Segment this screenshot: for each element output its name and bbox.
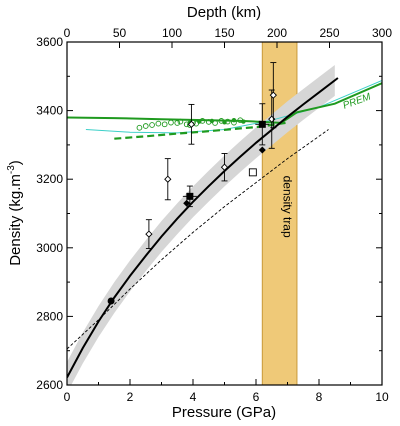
green-open-circle-point xyxy=(174,120,181,126)
open-diamond-point xyxy=(269,91,277,99)
y-tick-label: 2800 xyxy=(36,309,63,323)
green-open-circle-point xyxy=(161,121,168,128)
x2-tick-label: 250 xyxy=(319,26,339,40)
x2-tick-label: 50 xyxy=(113,26,127,40)
green-filled-point xyxy=(241,119,246,124)
x-tick-label: 2 xyxy=(127,390,134,404)
y-tick-label: 3600 xyxy=(36,35,63,49)
filled-diamond-point xyxy=(183,199,191,207)
x-tick-label: 8 xyxy=(316,390,323,404)
x2-axis-title: Depth (km) xyxy=(187,4,261,21)
x-axis-title: Pressure (GPa) xyxy=(172,404,276,421)
y-tick-label: 3000 xyxy=(36,241,63,255)
x-tick-label: 10 xyxy=(375,390,389,404)
green-open-circle-point xyxy=(168,119,174,126)
green-open-circle-point xyxy=(155,120,162,127)
plot-area xyxy=(67,62,382,385)
open-square-point xyxy=(248,168,257,177)
x-tick-label: 4 xyxy=(190,390,197,404)
open-diamond-point xyxy=(220,163,229,171)
density-trap-label: density trap xyxy=(281,176,295,238)
y-axis-title-sup: -3 xyxy=(6,165,17,174)
y-axis-title-main: Density (kg.m xyxy=(7,174,24,266)
axis-ticks: 0 2 4 6 8 100 50 100 150 200 250 300260028003000320… xyxy=(36,26,392,404)
y-axis-title-close: ) xyxy=(7,160,24,165)
y-axis-title: Density (kg.m-3) xyxy=(6,160,24,266)
x-tick-label: 6 xyxy=(253,390,260,404)
green-dashed-line xyxy=(114,121,288,140)
dashed-fit-line xyxy=(67,129,329,350)
green-open-circle-point xyxy=(177,118,184,125)
green-filled-point xyxy=(197,119,202,124)
x2-tick-label: 0 xyxy=(64,26,71,40)
x2-tick-label: 300 xyxy=(372,26,392,40)
open-diamond-point xyxy=(145,230,153,238)
green-open-circle-point xyxy=(142,123,149,129)
x-tick-label: 0 xyxy=(64,390,71,404)
green-open-circle-point xyxy=(149,122,155,128)
filled-diamond-point xyxy=(258,146,266,154)
x2-tick-label: 200 xyxy=(267,26,287,40)
open-diamond-point xyxy=(187,120,196,128)
x2-tick-label: 150 xyxy=(214,26,234,40)
uncertainty-band xyxy=(67,65,335,385)
filled-square-point xyxy=(186,192,194,200)
open-diamond-point xyxy=(164,175,172,183)
x2-tick-label: 100 xyxy=(162,26,182,40)
green-filled-point xyxy=(209,118,215,124)
y-tick-label: 3200 xyxy=(36,172,63,186)
black-circle-point xyxy=(107,297,115,305)
y-tick-label: 3400 xyxy=(36,104,63,118)
filled-square-point xyxy=(258,120,266,128)
green-filled-point xyxy=(231,118,237,123)
green-filled-point xyxy=(222,120,227,125)
y-tick-label: 2600 xyxy=(36,378,63,392)
green-open-circle-point xyxy=(136,124,143,131)
prem-line xyxy=(67,82,382,124)
